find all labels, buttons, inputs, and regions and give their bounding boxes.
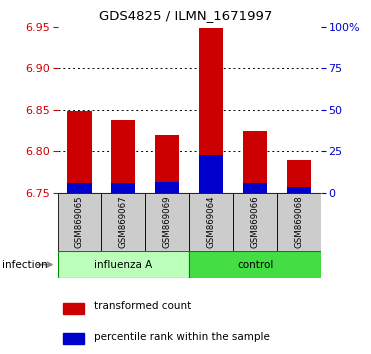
Bar [243, 183, 267, 193]
Text: influenza A: influenza A [94, 259, 152, 270]
Text: transformed count: transformed count [94, 302, 192, 312]
Bar [101, 193, 145, 251]
Bar [111, 183, 135, 193]
Text: GSM869065: GSM869065 [75, 196, 84, 249]
Text: control: control [237, 259, 273, 270]
Bar [155, 135, 179, 193]
Text: percentile rank within the sample: percentile rank within the sample [94, 332, 270, 342]
Bar [63, 303, 84, 314]
Bar [277, 193, 321, 251]
Bar [233, 193, 277, 251]
Bar [68, 112, 92, 193]
Text: GDS4825 / ILMN_1671997: GDS4825 / ILMN_1671997 [99, 9, 272, 22]
Bar [189, 193, 233, 251]
Bar [68, 183, 92, 193]
Text: GSM869064: GSM869064 [207, 196, 216, 249]
Bar [63, 333, 84, 344]
Text: infection: infection [2, 259, 47, 270]
Bar [58, 251, 189, 278]
Bar [111, 120, 135, 193]
Bar [287, 187, 311, 193]
Text: GSM869067: GSM869067 [119, 196, 128, 249]
Bar [287, 160, 311, 193]
Bar [199, 28, 223, 193]
Bar [199, 155, 223, 193]
Bar [189, 251, 321, 278]
Text: GSM869066: GSM869066 [250, 196, 260, 249]
Text: GSM869068: GSM869068 [295, 196, 303, 249]
Text: GSM869069: GSM869069 [163, 196, 172, 249]
Bar [145, 193, 189, 251]
Bar [243, 131, 267, 193]
Bar [155, 182, 179, 193]
Bar [58, 193, 101, 251]
